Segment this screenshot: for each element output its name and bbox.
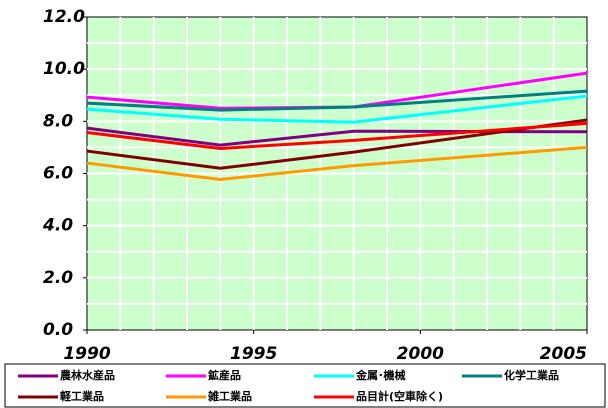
series-line (86, 118, 588, 170)
legend-label: 品目計(空車除く) (356, 389, 443, 403)
legend-label: 化学工業品 (504, 368, 559, 382)
series-line (86, 145, 588, 182)
series-line (86, 89, 588, 112)
x-tick-label: 2000 (397, 344, 444, 364)
y-tick-label: 6.0 (43, 164, 73, 184)
legend-label: 金属･機械 (355, 368, 406, 382)
series-line (86, 94, 588, 124)
x-tick-label: 2005 (540, 344, 587, 364)
legend-label: 軽工業品 (60, 389, 104, 403)
y-tick-label: 0.0 (43, 320, 73, 340)
legend-label: 鉱産品 (208, 368, 241, 382)
legend-label: 雑工業品 (207, 389, 252, 403)
legend (4, 363, 606, 408)
x-tick-label: 1995 (230, 344, 277, 364)
y-tick-label: 10.0 (43, 59, 85, 79)
y-tick-label: 4.0 (42, 216, 73, 236)
legend-label: 農林水産品 (60, 368, 115, 382)
series-line (86, 121, 588, 150)
y-tick-label: 2.0 (43, 268, 73, 288)
y-tick-label: 12.0 (43, 7, 85, 27)
x-tick-label: 1990 (63, 344, 110, 364)
y-tick-label: 8.0 (43, 111, 73, 131)
